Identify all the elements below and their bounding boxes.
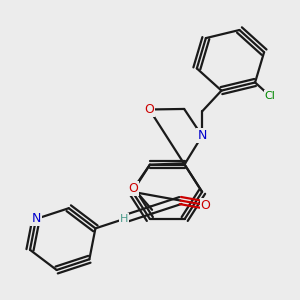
Text: O: O (129, 182, 138, 195)
Text: N: N (197, 129, 207, 142)
Text: Cl: Cl (265, 91, 275, 101)
Text: H: H (120, 214, 128, 224)
Text: O: O (201, 199, 210, 212)
Text: N: N (32, 212, 41, 225)
Text: O: O (144, 103, 154, 116)
